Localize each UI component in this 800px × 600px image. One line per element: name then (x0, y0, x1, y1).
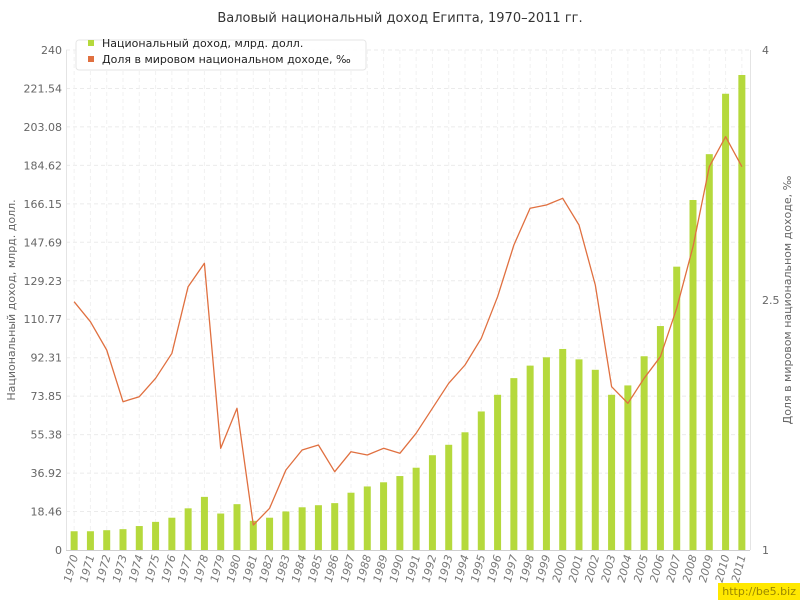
plot-area (66, 50, 750, 550)
y-tick-label: 221.54 (24, 82, 63, 95)
y-axis-ticks: 0 18.46 36.92 55.38 73.85 92.31 110.77 129.23 14… (24, 44, 63, 557)
y-tick-label: 203.08 (24, 121, 63, 134)
bar-1973 (119, 529, 127, 550)
bar-1977 (184, 508, 192, 550)
bar-1998 (526, 365, 534, 550)
bar-2007 (673, 266, 681, 550)
bar-1970 (70, 531, 78, 550)
bar-2009 (705, 154, 713, 550)
y-tick-label: 184.62 (24, 159, 63, 172)
bars (70, 75, 746, 550)
bar-2011 (738, 75, 746, 550)
legend-marker-income (88, 40, 94, 46)
y-tick-label: 55.38 (31, 429, 63, 442)
bar-1986 (331, 503, 339, 550)
line-share (73, 136, 743, 526)
y2-tick-label: 4 (762, 44, 769, 57)
y-tick-label: 0 (55, 544, 62, 557)
watermark: http://be5.biz (718, 583, 800, 600)
bar-1981 (249, 520, 257, 550)
legend-marker-share (88, 56, 94, 62)
y-tick-label: 36.92 (31, 467, 63, 480)
bar-2005 (640, 356, 648, 550)
y2-axis-title: Доля в мировом национальном доходе, ‰ (781, 175, 794, 424)
bar-2010 (722, 93, 730, 550)
bar-1990 (396, 476, 404, 550)
series-line (73, 136, 743, 526)
bar-2006 (656, 326, 664, 550)
y-axis-title: Национальный доход, млрд. долл. (5, 199, 18, 400)
bar-1980 (233, 504, 241, 550)
bar-1994 (461, 432, 469, 550)
bar-1978 (200, 496, 208, 550)
bar-2004 (624, 385, 632, 550)
bar-2000 (559, 348, 567, 550)
bar-1996 (494, 394, 502, 550)
bar-1995 (477, 411, 485, 550)
bar-2002 (591, 369, 599, 550)
chart-title: Валовый национальный доход Египта, 1970–… (217, 11, 582, 26)
legend-label-income: Национальный доход, млрд. долл. (102, 37, 303, 50)
bar-1993 (445, 444, 453, 550)
bar-2001 (575, 359, 583, 550)
bar-1976 (168, 517, 176, 550)
legend: Национальный доход, млрд. долл. Доля в м… (75, 37, 367, 71)
y-tick-label: 240 (41, 44, 62, 57)
bar-1974 (135, 526, 143, 550)
bar-2008 (689, 200, 697, 550)
bar-2003 (608, 394, 616, 550)
bar-1984 (298, 507, 306, 550)
bar-1999 (542, 357, 550, 550)
bar-1988 (363, 486, 371, 550)
bar-1985 (314, 505, 322, 550)
bar-1972 (103, 530, 111, 550)
bar-1987 (347, 492, 355, 550)
y2-tick-label: 2.5 (762, 294, 780, 307)
bar-1992 (428, 455, 436, 550)
bar-1971 (86, 531, 94, 550)
y-tick-label: 166.15 (24, 198, 63, 211)
bar-1975 (152, 521, 160, 550)
y-tick-label: 73.85 (31, 390, 63, 403)
bar-1979 (217, 513, 225, 550)
bar-1983 (282, 511, 290, 550)
y2-axis-ticks: 12.54 (762, 44, 780, 557)
legend-label-share: Доля в мировом национальном доходе, ‰ (102, 53, 351, 66)
y-tick-label: 129.23 (24, 275, 63, 288)
y-tick-label: 92.31 (31, 352, 63, 365)
bar-1989 (380, 482, 388, 550)
y-tick-label: 18.46 (31, 506, 63, 519)
bar-1982 (266, 517, 274, 550)
bar-1991 (412, 467, 420, 550)
y-tick-label: 110.77 (24, 313, 63, 326)
bar-1997 (510, 378, 518, 550)
y-tick-label: 147.69 (24, 236, 63, 249)
legend-box (75, 39, 367, 71)
y2-tick-label: 1 (762, 544, 769, 557)
